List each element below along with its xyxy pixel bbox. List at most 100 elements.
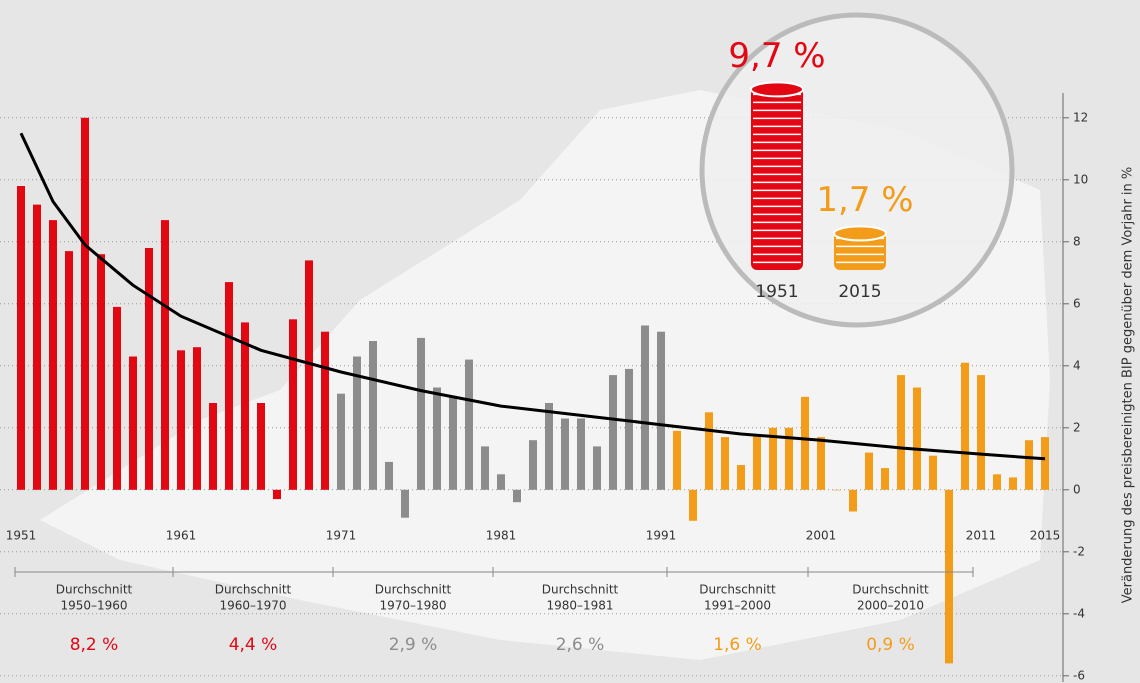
average-label: Durchschnitt: [542, 583, 619, 597]
bar: [705, 412, 713, 490]
coin-top: [750, 81, 804, 98]
coin-top: [833, 225, 887, 242]
bar: [241, 322, 249, 490]
bar: [1025, 440, 1033, 490]
bar: [769, 427, 777, 490]
average-label: Durchschnitt: [852, 583, 929, 597]
average-value: 1,6 %: [713, 635, 762, 655]
bar: [305, 260, 313, 490]
bar: [129, 356, 137, 490]
coin-stack: [751, 87, 803, 271]
bar: [833, 489, 841, 491]
average-value: 2,9 %: [389, 635, 438, 655]
bar: [145, 248, 153, 490]
bar: [369, 341, 377, 490]
average-label: Durchschnitt: [215, 583, 292, 597]
bar: [753, 434, 761, 490]
bar: [481, 446, 489, 490]
y-tick-label: 2: [1073, 420, 1081, 434]
average-value: 2,6 %: [556, 635, 605, 655]
bar: [289, 319, 297, 490]
bar: [689, 489, 697, 521]
x-tick-label: 2011: [966, 529, 997, 543]
average-range: 1950–1960: [60, 599, 127, 613]
x-tick-label: 1981: [486, 529, 517, 543]
inset-value: 1,7 %: [816, 180, 913, 220]
bar: [65, 251, 73, 490]
bar: [177, 350, 185, 490]
bar: [929, 455, 937, 490]
bar: [353, 356, 361, 490]
bar: [785, 427, 793, 490]
bar: [593, 446, 601, 490]
y-tick-label: 0: [1073, 482, 1081, 496]
x-tick-label: 1961: [166, 529, 197, 543]
average-value: 8,2 %: [70, 635, 119, 655]
bar: [417, 337, 425, 490]
average-label: Durchschnitt: [375, 583, 452, 597]
bar: [273, 489, 281, 500]
bar: [113, 306, 121, 490]
bar: [577, 418, 585, 490]
bar: [625, 368, 633, 490]
bar: [385, 461, 393, 490]
x-tick-label: 2001: [806, 529, 837, 543]
y-tick-label: 6: [1073, 296, 1081, 310]
bar: [337, 393, 345, 490]
average-range: 1960–1970: [219, 599, 286, 613]
bar: [513, 489, 521, 503]
y-tick-label: 12: [1073, 110, 1088, 124]
bar: [49, 220, 57, 490]
bar: [609, 375, 617, 490]
y-tick-label: 10: [1073, 172, 1088, 186]
trend-line: [19, 132, 1046, 461]
coin-stack: [834, 231, 886, 270]
bar: [465, 359, 473, 490]
y-tick-label: -6: [1073, 668, 1085, 682]
bar: [737, 465, 745, 490]
bar: [193, 347, 201, 490]
average-value: 4,4 %: [229, 635, 278, 655]
bar: [913, 387, 921, 490]
y-tick-label: 4: [1073, 358, 1081, 372]
bar: [801, 396, 809, 490]
x-tick-label: 1991: [646, 529, 677, 543]
average-range: 1970–1980: [379, 599, 446, 613]
inset-year: 2015: [838, 282, 881, 302]
bar: [321, 331, 329, 490]
average-range: 1991–2000: [704, 599, 771, 613]
x-tick-label: 2015: [1030, 529, 1061, 543]
y-axis-label: Veränderung des preisbereinigten BIP geg…: [1121, 167, 1136, 604]
bar: [17, 186, 25, 490]
bar: [977, 375, 985, 490]
bar: [881, 468, 889, 490]
bar: [993, 474, 1001, 490]
inset-year: 1951: [755, 282, 798, 302]
bar: [945, 489, 953, 664]
bar: [561, 418, 569, 490]
x-tick-label: 1951: [6, 529, 37, 543]
bar: [433, 387, 441, 490]
y-tick-label: -4: [1073, 606, 1085, 620]
bar: [865, 452, 873, 490]
y-tick-label: 8: [1073, 234, 1081, 248]
average-range: 2000–2010: [857, 599, 924, 613]
bar: [961, 362, 969, 490]
bar: [33, 204, 41, 490]
average-label: Durchschnitt: [699, 583, 776, 597]
bar: [257, 403, 265, 490]
bar: [673, 430, 681, 490]
y-tick-label: -2: [1073, 544, 1085, 558]
bar: [1009, 477, 1017, 490]
bar: [721, 437, 729, 490]
average-value: 0,9 %: [866, 635, 915, 655]
bar: [529, 440, 537, 490]
bar: [161, 220, 169, 490]
bar: [449, 396, 457, 490]
bar: [657, 331, 665, 490]
bar: [1041, 437, 1049, 490]
bar: [817, 437, 825, 490]
bar: [401, 489, 409, 518]
bar: [497, 474, 505, 490]
